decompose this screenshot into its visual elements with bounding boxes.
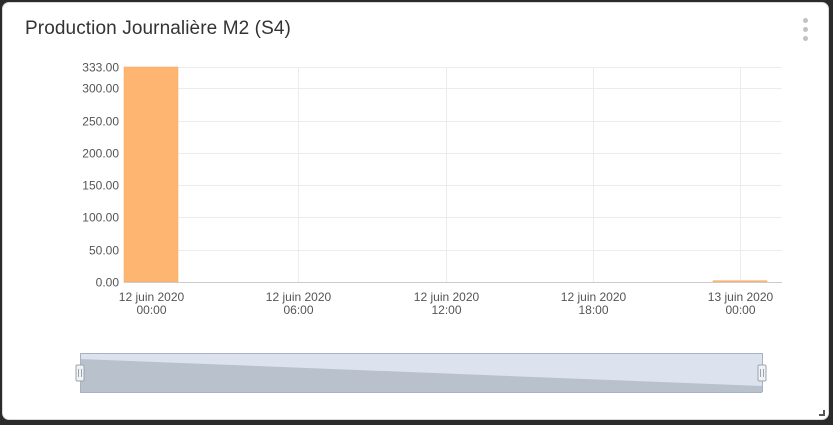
chart-widget: Production Journalière M2 (S4) 333.00 300… bbox=[2, 2, 829, 420]
navigator-left-handle[interactable] bbox=[75, 353, 85, 392]
resize-grip-icon[interactable] bbox=[819, 410, 825, 416]
menu-dot bbox=[803, 27, 808, 32]
data-bar[interactable] bbox=[123, 66, 179, 283]
handle-grip bbox=[75, 364, 85, 382]
x-tick-time-label: 00:00 bbox=[136, 303, 166, 317]
y-tick-label: 200.00 bbox=[82, 147, 119, 161]
y-tick-label: 300.00 bbox=[82, 82, 119, 96]
handle-grip bbox=[757, 364, 767, 382]
widget-title: Production Journalière M2 (S4) bbox=[25, 18, 291, 39]
x-tick-date-label: 12 juin 2020 bbox=[119, 290, 185, 304]
x-tick-time-label: 06:00 bbox=[283, 303, 313, 317]
data-bar[interactable] bbox=[712, 280, 768, 283]
vertical-ellipsis-icon[interactable] bbox=[798, 16, 814, 44]
y-tick-label: 50.00 bbox=[89, 244, 119, 258]
y-tick-label: 250.00 bbox=[82, 115, 119, 129]
x-tick-time-label: 18:00 bbox=[578, 303, 608, 317]
x-tick-time-label: 12:00 bbox=[431, 303, 461, 317]
x-tick-date-label: 13 juin 2020 bbox=[708, 290, 774, 304]
bar-chart: 333.00 300.00 250.00 200.00 150.00 100.00 50.0… bbox=[75, 61, 782, 393]
x-tick-date-label: 12 juin 2020 bbox=[414, 290, 480, 304]
y-tick-label: 100.00 bbox=[82, 211, 119, 225]
menu-dot bbox=[803, 18, 808, 23]
x-tick-time-label: 00:00 bbox=[725, 303, 755, 317]
y-tick-label: 150.00 bbox=[82, 179, 119, 193]
y-tick-label: 333.00 bbox=[82, 61, 119, 75]
x-tick-date-label: 12 juin 2020 bbox=[266, 290, 332, 304]
y-tick-label: 0.00 bbox=[96, 276, 120, 290]
x-tick-date-label: 12 juin 2020 bbox=[561, 290, 627, 304]
navigator-right-handle[interactable] bbox=[757, 353, 767, 392]
navigator-series-area bbox=[80, 359, 762, 392]
menu-dot bbox=[803, 36, 808, 41]
